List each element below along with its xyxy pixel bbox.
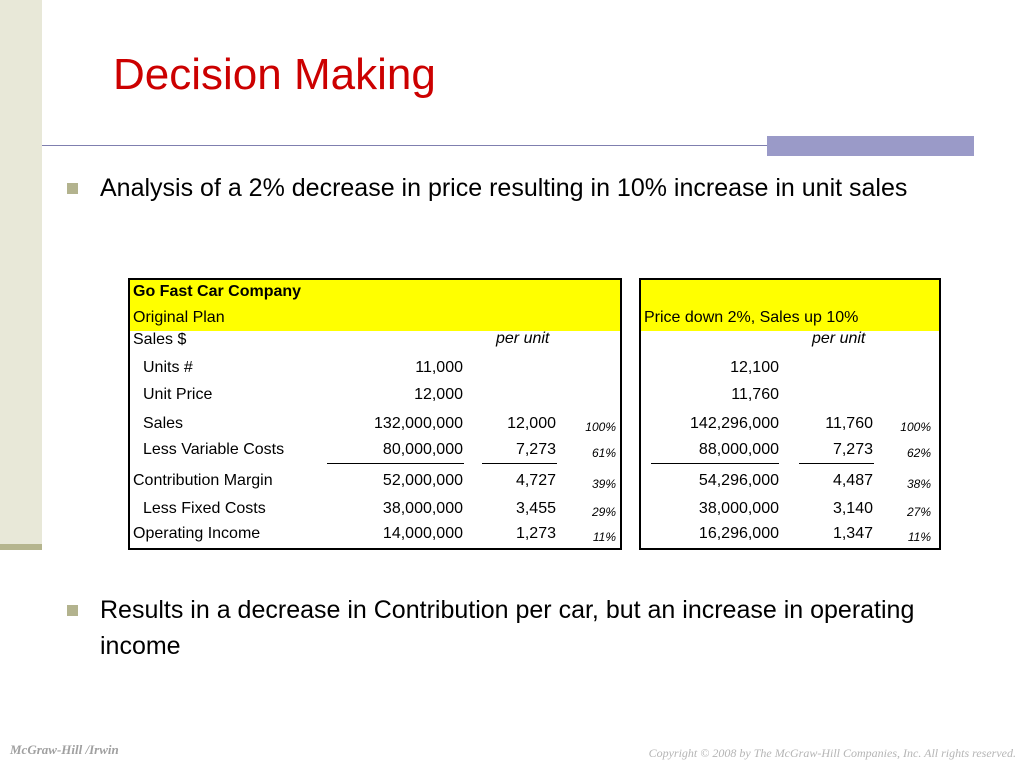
- scenario-table: Price down 2%, Sales up 10% per unit 12,…: [639, 278, 941, 550]
- oi-label: Operating Income: [133, 525, 261, 542]
- title-rule: [42, 145, 974, 146]
- units-new-total: 12,100: [730, 359, 779, 376]
- fixed-orig-unit: 3,455: [515, 500, 556, 517]
- cm-new-unit: 4,487: [832, 472, 873, 489]
- per-unit-header: per unit: [496, 330, 550, 347]
- underline: [651, 463, 779, 464]
- oi-new-pct: 11%: [907, 530, 931, 544]
- footer-copyright: Copyright © 2008 by The McGraw-Hill Comp…: [648, 746, 1016, 760]
- underline: [799, 463, 874, 464]
- underline: [482, 463, 557, 464]
- variable-orig-unit: 7,273: [515, 441, 556, 458]
- fixed-orig-pct: 29%: [591, 505, 616, 519]
- bullet-square-icon: [67, 183, 78, 194]
- variable-orig-total: 80,000,000: [382, 441, 463, 458]
- underline: [327, 463, 464, 464]
- per-unit-header: per unit: [812, 330, 866, 347]
- sales-orig-pct: 100%: [585, 420, 616, 434]
- oi-new-unit: 1,347: [832, 525, 873, 542]
- cm-orig-unit: 4,727: [515, 472, 556, 489]
- fixed-label: Less Fixed Costs: [143, 500, 266, 517]
- footer-publisher: McGraw-Hill /Irwin: [10, 742, 119, 757]
- cm-orig-pct: 39%: [591, 477, 616, 491]
- sales-header: Sales $: [133, 331, 187, 348]
- bullet-2-text: Results in a decrease in Contribution pe…: [100, 596, 915, 660]
- yellow-header-band: [130, 280, 620, 331]
- original-plan-label: Original Plan: [133, 309, 225, 326]
- variable-label: Less Variable Costs: [143, 441, 285, 458]
- cm-orig-total: 52,000,000: [382, 472, 463, 489]
- bullet-2: Results in a decrease in Contribution pe…: [67, 592, 937, 664]
- sales-new-total: 142,296,000: [690, 415, 779, 432]
- fixed-new-total: 38,000,000: [698, 500, 779, 517]
- cm-new-total: 54,296,000: [698, 472, 779, 489]
- sales-label: Sales: [143, 415, 184, 432]
- oi-new-total: 16,296,000: [698, 525, 779, 542]
- oi-orig-unit: 1,273: [515, 525, 556, 542]
- scenario-label: Price down 2%, Sales up 10%: [644, 309, 859, 326]
- fixed-orig-total: 38,000,000: [382, 500, 463, 517]
- units-orig-total: 11,000: [415, 359, 463, 376]
- unit-price-orig-total: 12,000: [414, 386, 463, 403]
- unit-price-new-total: 11,760: [731, 386, 779, 403]
- variable-new-total: 88,000,000: [698, 441, 779, 458]
- yellow-header-band: [641, 280, 939, 331]
- fixed-new-unit: 3,140: [832, 500, 873, 517]
- variable-new-unit: 7,273: [832, 441, 873, 458]
- sales-orig-total: 132,000,000: [374, 415, 463, 432]
- sales-new-unit: 11,760: [825, 415, 873, 432]
- bullet-1-text: Analysis of a 2% decrease in price resul…: [100, 174, 908, 202]
- cm-new-pct: 38%: [906, 477, 931, 491]
- oi-orig-total: 14,000,000: [382, 525, 463, 542]
- unit-price-label: Unit Price: [143, 386, 213, 403]
- variable-new-pct: 62%: [906, 446, 931, 460]
- sales-new-pct: 100%: [900, 420, 931, 434]
- left-decor-bar: [0, 0, 42, 548]
- original-plan-table: Go Fast Car Company Original Plan Sales …: [128, 278, 622, 550]
- oi-orig-pct: 11%: [592, 530, 616, 544]
- fixed-new-pct: 27%: [906, 505, 931, 519]
- left-decor-bar-cap: [0, 544, 42, 550]
- sales-orig-unit: 12,000: [507, 415, 556, 432]
- units-label: Units #: [143, 359, 193, 376]
- company-name: Go Fast Car Company: [133, 283, 302, 300]
- title-rule-accent: [767, 136, 974, 156]
- slide-title: Decision Making: [113, 50, 436, 99]
- variable-orig-pct: 61%: [591, 446, 616, 460]
- bullet-1: Analysis of a 2% decrease in price resul…: [67, 170, 937, 206]
- cm-label: Contribution Margin: [133, 472, 273, 489]
- bullet-square-icon: [67, 605, 78, 616]
